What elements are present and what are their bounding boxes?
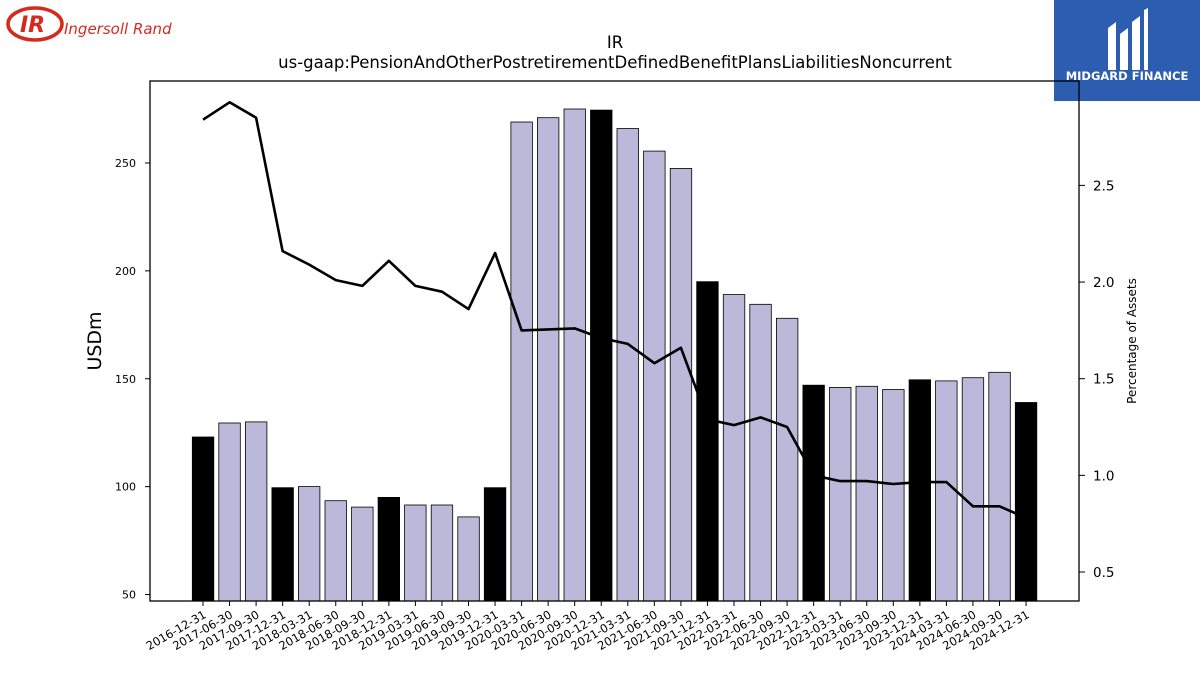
bar: [351, 506, 374, 602]
ir-logo-wordmark: Ingersoll Rand: [64, 20, 172, 38]
chart-subtitle: us-gaap:PensionAndOtherPostretirementDef…: [278, 53, 952, 72]
bar: [430, 504, 454, 602]
y-tick-label: 200: [115, 265, 136, 278]
bar: [1014, 402, 1038, 602]
y2-axis: 0.5 1.0 1.5 2.0 2.5: [1079, 178, 1114, 581]
y-axis-label: USDm: [84, 311, 106, 370]
bar: [324, 500, 347, 602]
bar: [616, 128, 639, 602]
y-tick-label: 50: [122, 589, 136, 602]
plot-frame: [149, 80, 1080, 602]
bar: [961, 377, 985, 602]
line-series: [202, 101, 1027, 520]
midgard-finance-logo: MIDGARD FINANCE: [1054, 0, 1200, 101]
bar: [669, 167, 693, 602]
bar: [908, 379, 931, 602]
bar: [483, 487, 507, 602]
y-tick-label: 100: [115, 481, 136, 494]
bar: [722, 294, 746, 602]
bar: [696, 281, 719, 602]
bar: [988, 371, 1011, 602]
ingersoll-rand-logo: IR Ingersoll Rand: [6, 4, 186, 46]
ir-logo-mark: IR: [20, 13, 45, 38]
line-series-path: [202, 101, 1027, 520]
bar: [829, 386, 852, 602]
bar: [191, 436, 215, 602]
bar: [935, 380, 958, 602]
x-axis: 2016-12-312017-06-302017-09-302017-12-31…: [144, 601, 1032, 653]
bar: [510, 121, 533, 602]
midgard-logo-wordmark: MIDGARD FINANCE: [1066, 69, 1189, 83]
chart-title: IR: [607, 33, 623, 52]
y2-axis-label: Percentage of Assets: [1125, 278, 1139, 404]
bar: [537, 117, 560, 602]
bar: [882, 389, 905, 602]
y-axis: 50 100 150 200 250: [115, 157, 150, 602]
y2-tick-label: 2.5: [1093, 178, 1114, 194]
y2-tick-label: 0.5: [1093, 565, 1114, 581]
bar: [855, 385, 878, 602]
bar: [404, 504, 427, 602]
y2-tick-label: 1.0: [1093, 468, 1114, 484]
bar: [802, 384, 825, 602]
bar: [457, 516, 480, 602]
bar: [590, 109, 613, 602]
bar-series: [191, 108, 1038, 602]
bar: [271, 487, 294, 602]
bar: [749, 303, 772, 602]
bar: [776, 317, 799, 602]
bar: [297, 486, 321, 602]
ir-logo-emblem: [6, 6, 64, 42]
bar: [643, 150, 666, 602]
bar: [377, 496, 401, 602]
bar: [218, 422, 241, 602]
bar: [563, 108, 586, 602]
y2-tick-label: 1.5: [1093, 372, 1114, 388]
y2-tick-label: 2.0: [1093, 275, 1114, 291]
y-tick-label: 250: [115, 157, 136, 170]
y-tick-label: 150: [115, 373, 136, 386]
midgard-logo-emblem: [1108, 8, 1148, 70]
bar: [244, 421, 268, 602]
